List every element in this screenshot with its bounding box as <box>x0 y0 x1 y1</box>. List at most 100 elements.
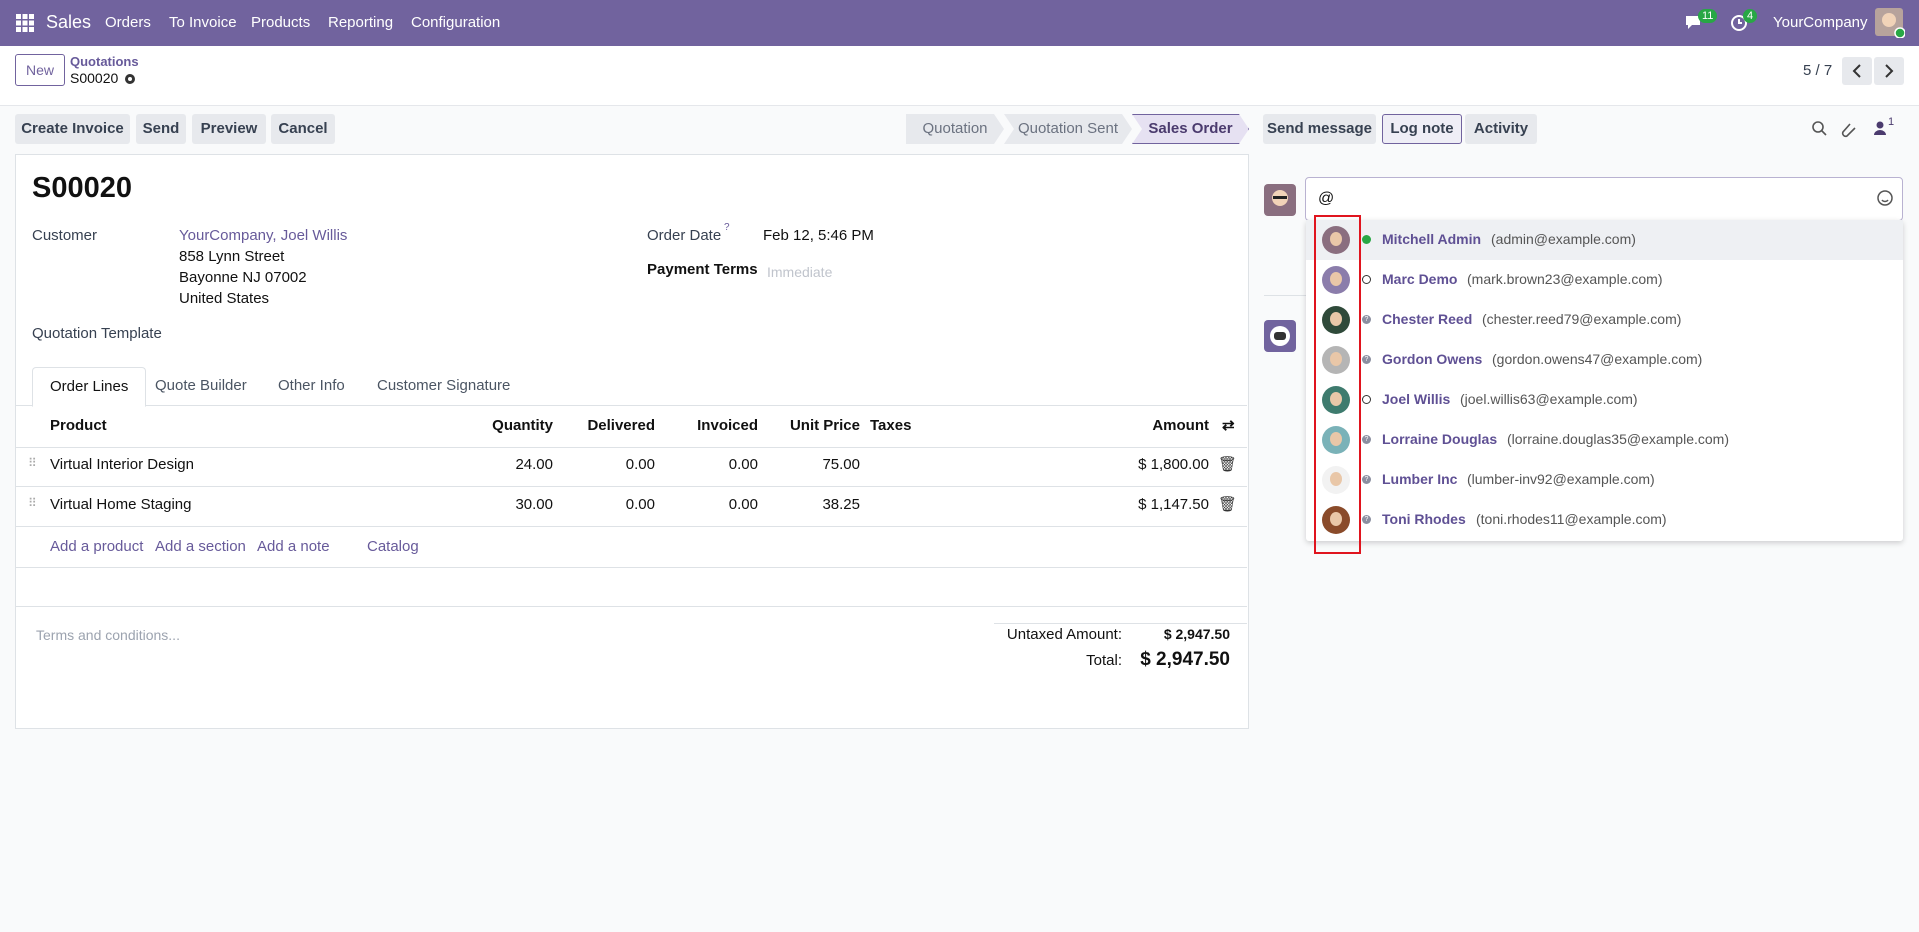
cell: Virtual Interior Design <box>50 456 194 473</box>
field-label: Customer <box>32 227 98 244</box>
mention-name: Lorraine Douglas <box>1382 431 1498 447</box>
mention-row[interactable]: Marc Demo (mark.brown23@example.com) <box>1306 260 1903 300</box>
chatter-button[interactable]: Activity <box>1465 114 1537 144</box>
activity-badge: 4 <box>1743 9 1758 23</box>
messages-icon[interactable] <box>1684 13 1704 33</box>
breadcrumb-parent[interactable]: Quotations <box>70 54 139 69</box>
action-button[interactable]: Cancel <box>271 114 335 144</box>
chatter-button[interactable]: Send message <box>1263 114 1376 144</box>
status-icon <box>1362 395 1371 404</box>
mention-email: (joel.willis63@example.com) <box>1460 391 1638 407</box>
drag-handle: ⠿ <box>28 456 37 470</box>
mention-name: Lumber Inc <box>1382 471 1458 487</box>
column-header: Quantity <box>492 417 553 434</box>
tab[interactable]: Quote Builder <box>155 377 247 394</box>
mention-name: Joel Willis <box>1382 391 1451 407</box>
optional-columns-icon[interactable]: ⇄ <box>1222 417 1235 434</box>
mention-row[interactable]: ? Lorraine Douglas (lorraine.douglas35@exa… <box>1306 420 1903 460</box>
pager-buttons[interactable] <box>1842 57 1904 85</box>
mention-row[interactable]: ? Toni Rhodes (toni.rhodes11@example.com) <box>1306 500 1903 540</box>
terms-placeholder[interactable]: Terms and conditions... <box>36 627 180 643</box>
add-line-link[interactable]: Add a note <box>257 538 330 555</box>
column-header: Unit Price <box>789 417 860 434</box>
field-label: Quotation Template <box>32 325 162 342</box>
chatter-icons[interactable] <box>1810 118 1900 140</box>
address-line: 858 Lynn Street <box>179 248 285 265</box>
app-name[interactable]: Sales <box>46 12 92 32</box>
bot-avatar <box>1264 320 1296 352</box>
emoji-icon[interactable] <box>1876 189 1894 207</box>
total-value: $ 2,947.50 <box>1140 649 1230 670</box>
total-value: $ 2,947.50 <box>1163 626 1230 642</box>
placeholder[interactable]: Immediate <box>767 264 833 280</box>
avatar-face <box>1330 232 1342 246</box>
row-line <box>16 486 1247 487</box>
mention-row[interactable]: Mitchell Admin (admin@example.com) <box>1306 220 1903 260</box>
mention-name: Chester Reed <box>1382 311 1473 327</box>
control-panel: New Quotations S00020 5 / 7 <box>0 46 1919 106</box>
column-header: Delivered <box>587 417 655 434</box>
status-step[interactable]: Quotation <box>906 114 1004 144</box>
tab[interactable]: Order Lines <box>32 367 147 407</box>
composer-avatar <box>1264 184 1296 216</box>
tab[interactable]: Other Info <box>278 377 345 394</box>
add-line-link[interactable]: Catalog <box>367 538 419 555</box>
mention-avatar <box>1322 306 1350 334</box>
apps-icon[interactable] <box>16 14 34 32</box>
menu-item[interactable]: Configuration <box>411 14 501 31</box>
new-button[interactable]: New <box>15 54 66 86</box>
action-button[interactable]: Create Invoice <box>15 114 130 144</box>
cell: 38.25 <box>822 496 860 513</box>
row-line <box>16 447 1247 448</box>
cell: $ 1,800.00 <box>1138 456 1209 473</box>
action-button[interactable]: Send <box>136 114 186 144</box>
add-line-link[interactable]: Add a section <box>155 538 246 555</box>
composer-text: @ <box>1318 190 1335 207</box>
company-name[interactable]: YourCompany <box>1773 14 1868 31</box>
column-header: Product <box>50 417 107 434</box>
row-line <box>16 567 1247 568</box>
avatar-face <box>1330 512 1342 526</box>
column-header: Invoiced <box>697 417 758 434</box>
status-icon: ? <box>1362 515 1371 524</box>
delete-icon[interactable]: 🗑 <box>1218 496 1238 513</box>
separator <box>1264 295 1306 296</box>
column-header: Amount <box>1152 417 1209 434</box>
menu-item[interactable]: Reporting <box>328 14 394 31</box>
mention-avatar <box>1322 346 1350 374</box>
mention-avatar <box>1322 466 1350 494</box>
highlight-box <box>1314 215 1361 554</box>
cell: 30.00 <box>515 496 553 513</box>
activity-icon[interactable] <box>1730 13 1750 33</box>
action-button[interactable]: Preview <box>192 114 266 144</box>
cell: 0.00 <box>728 456 758 473</box>
menu-item[interactable]: Products <box>251 14 311 31</box>
mention-row[interactable]: ? Chester Reed (chester.reed79@example.com… <box>1306 300 1903 340</box>
chatter-button[interactable]: Log note <box>1382 114 1462 144</box>
customer-link[interactable]: YourCompany, Joel Willis <box>179 227 348 244</box>
mention-row[interactable]: ? Lumber Inc (lumber-inv92@example.com) <box>1306 460 1903 500</box>
mention-row[interactable]: ? Gordon Owens (gordon.owens47@example.com… <box>1306 340 1903 380</box>
order-date: Feb 12, 5:46 PM <box>763 227 874 244</box>
composer-input[interactable]: @ <box>1305 177 1903 221</box>
field-label: Payment Terms <box>647 261 758 278</box>
totals-line <box>994 623 1247 624</box>
delete-icon[interactable]: 🗑 <box>1218 456 1238 473</box>
status-step[interactable]: Sales Order <box>1132 114 1249 144</box>
menu-item[interactable]: To Invoice <box>169 14 237 31</box>
mention-row[interactable]: Joel Willis (joel.willis63@example.com) <box>1306 380 1903 420</box>
gear-icon[interactable] <box>123 72 137 86</box>
mention-email: (gordon.owens47@example.com) <box>1492 351 1703 367</box>
status-icon <box>1362 275 1371 284</box>
menu-item[interactable]: Orders <box>105 14 151 31</box>
status-step[interactable]: Quotation Sent <box>1004 114 1132 144</box>
mention-avatar <box>1322 226 1350 254</box>
user-avatar[interactable] <box>1875 8 1905 38</box>
tab[interactable]: Customer Signature <box>377 377 511 394</box>
messages-badge: 11 <box>1698 9 1718 23</box>
add-line-link[interactable]: Add a product <box>50 538 144 555</box>
mention-avatar <box>1322 386 1350 414</box>
status-icon: ? <box>1362 435 1371 444</box>
mention-email: (lumber-inv92@example.com) <box>1467 471 1655 487</box>
